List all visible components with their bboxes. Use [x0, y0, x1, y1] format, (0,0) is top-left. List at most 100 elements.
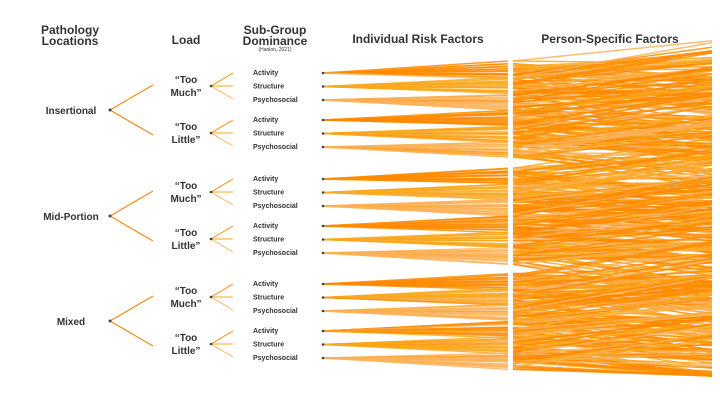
person-specific-line: [512, 317, 713, 349]
person-specific-line: [512, 50, 713, 85]
person-specific-line: [512, 159, 713, 194]
person-specific-line: [512, 313, 713, 337]
person-specific-line: [512, 46, 713, 76]
subgroup-label-activity: Activity: [253, 328, 278, 335]
subgroup-node: [321, 177, 325, 181]
person-specific-line: [512, 78, 713, 115]
header-pathology-line2: Locations: [42, 34, 99, 48]
individual-risk-line: [322, 99, 509, 111]
person-specific-line: [512, 114, 713, 144]
individual-risk-line: [322, 72, 509, 80]
branch-line: [109, 190, 154, 217]
tree-branches: [108, 72, 234, 358]
person-specific-line: [512, 294, 713, 331]
subgroup-label-structure: Structure: [253, 131, 284, 138]
header-subgroup-line2: Dominance: [243, 34, 308, 48]
person-specific-line: [512, 289, 713, 319]
individual-risk-line: [322, 310, 509, 321]
individual-risk-line: [322, 132, 509, 144]
individual-risk-line: [322, 205, 509, 216]
person-specific-line: [512, 227, 713, 257]
person-specific-line: [512, 205, 713, 242]
subgroup-label-psychosocial: Psychosocial: [253, 203, 298, 210]
person-specific-line: [512, 188, 713, 203]
header-person-specific-factors: Person-Specific Factors: [541, 32, 679, 46]
branch-line: [109, 215, 154, 242]
person-specific-line: [512, 260, 713, 295]
person-specific-line: [512, 119, 713, 154]
load-node: [209, 295, 213, 299]
person-specific-line: [512, 68, 713, 96]
person-specific-line: [512, 217, 713, 247]
person-specific-line: [512, 152, 713, 158]
person-specific-line: [512, 291, 713, 314]
load-label-line2: Much”: [170, 88, 201, 99]
person-specific-line: [512, 99, 713, 135]
person-specific-line: [512, 257, 713, 291]
subgroup-label-psychosocial: Psychosocial: [253, 250, 298, 257]
subgroup-label-structure: Structure: [253, 342, 284, 349]
person-specific-line: [512, 52, 713, 86]
column-headers: Pathology Locations Load Sub-Group Domin…: [41, 23, 679, 53]
person-specific-line: [512, 311, 713, 336]
subgroup-node: [321, 118, 325, 122]
subgroup-node: [321, 251, 325, 255]
subgroup-branch: [210, 85, 234, 100]
person-specific-line: [512, 88, 713, 118]
person-specific-line: [512, 160, 713, 197]
subgroup-label-activity: Activity: [253, 117, 278, 124]
person-specific-line: [512, 304, 713, 326]
subgroup-label-psychosocial: Psychosocial: [253, 97, 298, 104]
subgroup-node: [321, 356, 325, 360]
person-specific-line: [512, 191, 713, 225]
subgroup-node: [321, 191, 325, 194]
subgroup-branch: [210, 178, 234, 193]
individual-risk-line: [322, 296, 509, 306]
load-node: [209, 84, 213, 88]
branch-line: [109, 109, 154, 136]
header-pathology-line1: Pathology: [41, 23, 99, 37]
person-specific-line: [512, 117, 713, 146]
subgroup-node: [321, 282, 325, 286]
person-specific-line: [512, 323, 713, 345]
person-specific-line: [512, 148, 713, 186]
person-specific-line: [512, 39, 713, 62]
load-node: [209, 190, 213, 194]
subgroup-branch: [210, 296, 234, 311]
person-specific-line: [512, 151, 713, 176]
person-specific-line: [512, 331, 713, 369]
person-specific-line: [512, 121, 713, 155]
load-label-line1: “Too: [175, 228, 198, 239]
person-specific-line: [512, 127, 713, 158]
person-specific-line: [512, 333, 713, 365]
subgroup-branch: [210, 225, 234, 240]
load-label-line1: “Too: [175, 75, 198, 86]
person-specific-line: [512, 106, 713, 130]
load-label-line1: “Too: [175, 333, 198, 344]
individual-risk-line: [322, 343, 509, 355]
person-specific-line: [512, 65, 713, 103]
person-specific-line: [512, 120, 713, 135]
person-specific-line: [512, 276, 713, 311]
subgroup-branch: [210, 238, 234, 253]
person-specific-line: [512, 60, 713, 72]
individual-risk-line: [322, 178, 509, 184]
person-specific-line: [512, 92, 713, 125]
header-load: Load: [172, 33, 201, 47]
subgroup-label-psychosocial: Psychosocial: [253, 355, 298, 362]
pathology-label: Mixed: [57, 317, 85, 328]
subgroup-node: [321, 296, 325, 299]
person-specific-line: [512, 178, 713, 214]
person-specific-line: [512, 135, 713, 158]
person-specific-line: [512, 93, 713, 115]
subgroup-label-structure: Structure: [253, 295, 284, 302]
subgroup-label-structure: Structure: [253, 84, 284, 91]
load-label-line1: “Too: [175, 122, 198, 133]
subgroup-label-activity: Activity: [253, 281, 278, 288]
load-label-line1: “Too: [175, 181, 198, 192]
load-node: [209, 237, 213, 241]
person-specific-line: [512, 289, 713, 313]
subgroup-node: [321, 145, 325, 149]
person-specific-line: [512, 368, 713, 375]
